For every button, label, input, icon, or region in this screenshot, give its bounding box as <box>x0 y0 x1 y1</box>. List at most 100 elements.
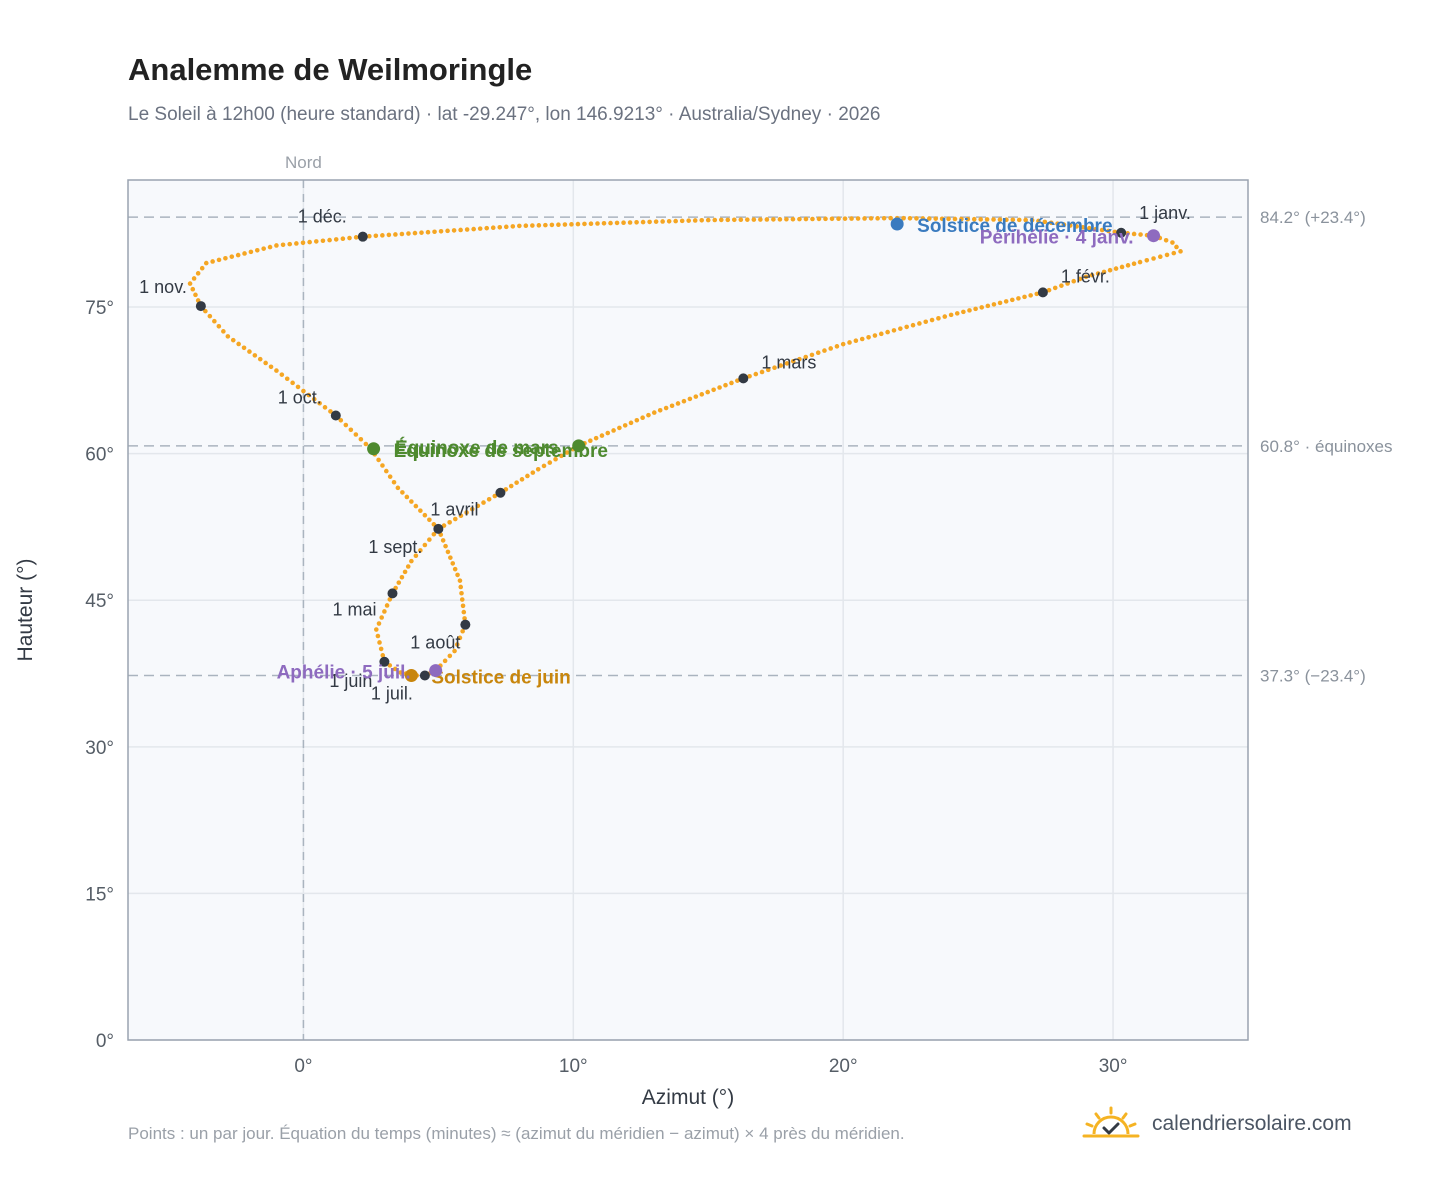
day-point <box>823 216 828 222</box>
day-point <box>920 216 926 221</box>
day-point <box>1036 218 1041 224</box>
day-point <box>605 430 611 436</box>
day-point <box>675 401 681 406</box>
day-point <box>386 232 392 238</box>
day-point <box>553 456 558 462</box>
month-marker-label: 1 mars <box>761 352 816 372</box>
day-point <box>971 216 977 222</box>
day-point <box>1171 250 1177 256</box>
day-point <box>451 228 457 233</box>
day-point <box>517 223 522 229</box>
day-point <box>486 497 492 502</box>
day-point <box>311 396 317 402</box>
day-point <box>692 218 698 223</box>
day-point <box>274 368 279 373</box>
day-point <box>432 229 437 235</box>
day-point <box>834 344 840 349</box>
day-point <box>712 217 718 223</box>
day-point <box>901 215 906 221</box>
day-point <box>686 218 691 223</box>
day-point <box>307 239 312 245</box>
day-point <box>514 480 519 485</box>
day-point <box>1107 267 1113 273</box>
day-point <box>1083 274 1089 280</box>
day-point <box>1010 297 1015 303</box>
day-point <box>784 216 789 222</box>
day-point <box>300 240 306 246</box>
month-marker-label: 1 nov. <box>139 277 187 297</box>
reference-line-label: 60.8° · équinoxes <box>1260 437 1393 456</box>
day-point <box>458 227 463 233</box>
day-point <box>327 237 332 243</box>
day-point <box>459 597 465 602</box>
day-point <box>261 246 266 251</box>
month-marker-label: 1 sept. <box>368 537 422 557</box>
chart-subtitle: Le Soleil à 12h00 (heure standard) · lat… <box>128 104 881 125</box>
day-point <box>448 555 453 560</box>
day-point <box>373 627 379 632</box>
day-point <box>379 615 384 620</box>
day-point <box>847 340 852 345</box>
day-point <box>443 543 448 549</box>
day-point <box>380 653 386 658</box>
day-point <box>758 217 763 222</box>
brand-name: calendriersolaire.com <box>1152 1112 1352 1135</box>
day-point <box>582 221 587 227</box>
day-point <box>1003 299 1009 304</box>
y-tick-label: 15° <box>85 884 114 905</box>
day-point <box>268 364 274 370</box>
day-point <box>353 235 359 240</box>
day-point <box>199 265 205 271</box>
day-point <box>290 380 295 386</box>
day-point <box>588 438 593 444</box>
december_solstice-label: Solstice de décembre <box>917 216 1112 237</box>
y-tick-label: 30° <box>85 738 114 759</box>
day-point <box>878 331 884 337</box>
day-point <box>772 365 777 370</box>
perihelion-marker <box>1147 229 1161 243</box>
day-point <box>195 271 201 276</box>
day-point <box>948 312 954 318</box>
day-point <box>961 309 966 315</box>
day-point <box>193 292 198 298</box>
day-point <box>450 561 456 566</box>
day-point <box>939 216 945 222</box>
sun-check-logo-icon <box>1082 1106 1140 1138</box>
day-point <box>593 435 599 441</box>
day-point <box>699 392 705 397</box>
day-point <box>862 216 867 221</box>
day-point <box>455 572 460 578</box>
day-point <box>1157 254 1163 260</box>
day-point <box>284 376 290 382</box>
day-point <box>464 227 470 232</box>
day-point <box>790 216 796 222</box>
day-point <box>881 215 887 221</box>
day-point <box>393 232 398 237</box>
day-point <box>717 385 722 390</box>
day-point <box>1080 225 1086 230</box>
day-point <box>510 224 516 229</box>
day-point <box>564 450 570 455</box>
plot-frame <box>127 179 1249 1041</box>
day-point <box>497 224 503 230</box>
day-point <box>306 392 312 398</box>
day-point <box>187 281 193 286</box>
month-marker <box>195 301 206 312</box>
day-point <box>322 405 328 410</box>
day-point <box>525 473 530 479</box>
day-point <box>923 319 929 325</box>
day-point <box>1071 278 1077 284</box>
day-point <box>718 217 724 223</box>
day-point <box>523 223 529 229</box>
month-marker-label: 1 avril <box>430 500 478 520</box>
day-point <box>917 321 922 326</box>
axes: 0° 10° 20° 30° 0° 15° 30° 45° 60° 75° Azimut (°) Ha… <box>14 298 1127 1109</box>
day-point <box>347 235 352 241</box>
day-point <box>891 328 897 333</box>
day-point <box>725 217 731 223</box>
day-point <box>384 603 390 608</box>
chart-title: Analemme de Weilmoringle <box>128 52 533 87</box>
month-marker <box>387 588 398 599</box>
day-point <box>679 218 685 224</box>
